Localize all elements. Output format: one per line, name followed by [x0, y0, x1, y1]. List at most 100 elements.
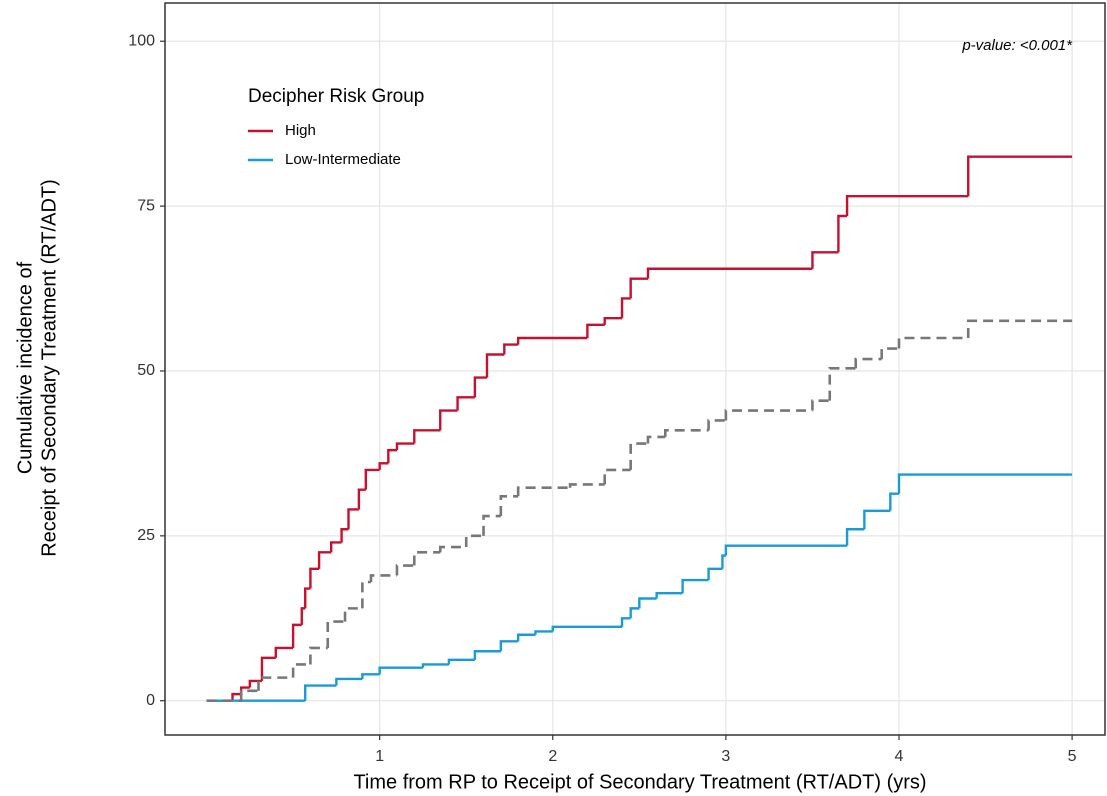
- step-segment: [568, 483, 605, 488]
- step-segment: [863, 509, 891, 530]
- x-axis-title: Time from RP to Receipt of Secondary Tre…: [353, 771, 926, 793]
- step-segment: [395, 442, 415, 451]
- step-segment: [439, 409, 458, 431]
- step-segment: [473, 376, 487, 398]
- step-segment: [347, 508, 359, 530]
- step-segment: [257, 676, 294, 691]
- step-segment: [586, 323, 605, 339]
- step-segment: [837, 214, 848, 253]
- step-segment: [357, 488, 366, 510]
- step-segment: [378, 666, 423, 675]
- step-segment: [551, 625, 623, 632]
- legend-label: High: [285, 122, 316, 139]
- step-segment: [412, 551, 441, 566]
- step-segment: [516, 336, 588, 345]
- step-segment: [707, 567, 723, 581]
- step-segment: [317, 551, 332, 569]
- step-segment: [629, 607, 640, 619]
- step-segment: [811, 399, 830, 411]
- x-tick-label: 2: [548, 748, 557, 765]
- step-segment: [655, 592, 683, 599]
- step-segment: [291, 623, 302, 648]
- step-segment: [629, 442, 648, 470]
- x-tick-label: 3: [721, 748, 730, 765]
- step-segment: [845, 528, 865, 546]
- step-segment: [274, 646, 294, 658]
- step-segment: [239, 689, 259, 701]
- step-segment: [464, 534, 484, 548]
- step-segment: [620, 617, 631, 627]
- step-segment: [482, 514, 501, 536]
- y-axis-title-line: Receipt of Secondary Treatment (RT/ADT): [38, 179, 60, 557]
- step-segment: [516, 486, 571, 497]
- step-segment: [603, 468, 631, 485]
- step-segment: [897, 336, 969, 349]
- step-segment: [828, 367, 856, 401]
- axes: 0 25 50 75 100 1 2 3 4 5: [128, 32, 1076, 765]
- plot-lines: [206, 155, 1073, 703]
- y-tick-label: 25: [137, 527, 155, 544]
- step-segment: [966, 319, 1073, 339]
- step-segment: [897, 473, 1073, 494]
- step-segment: [304, 684, 337, 701]
- step-segment: [231, 692, 242, 701]
- step-segment: [681, 578, 709, 594]
- step-segment: [326, 620, 346, 648]
- step-segment: [309, 567, 320, 589]
- step-segment: [485, 353, 505, 378]
- legend-title: Decipher Risk Group: [248, 86, 424, 107]
- step-segment: [724, 544, 848, 556]
- step-segment: [309, 646, 328, 665]
- legend: High Low-Intermediate: [248, 122, 401, 168]
- step-segment: [620, 297, 631, 319]
- step-segment: [845, 195, 969, 217]
- step-segment: [291, 663, 311, 678]
- step-segment: [646, 435, 666, 444]
- step-segment: [854, 357, 882, 369]
- x-tick-label: 1: [375, 748, 384, 765]
- step-segment: [378, 462, 389, 470]
- step-segment: [499, 494, 519, 517]
- legend-label: Low-Intermediate: [285, 151, 401, 168]
- p-value-annotation: p-value: <0.001*: [961, 37, 1073, 54]
- step-segment: [629, 277, 648, 299]
- step-segment: [329, 541, 342, 553]
- step-segment: [387, 448, 397, 464]
- step-segment: [638, 597, 657, 609]
- step-segment: [364, 468, 380, 490]
- step-segment: [343, 607, 363, 622]
- step-segment: [361, 580, 372, 609]
- step-segment: [503, 343, 519, 355]
- step-segment: [300, 607, 306, 625]
- step-segment: [811, 251, 839, 269]
- grid: [165, 3, 1105, 735]
- step-segment: [335, 677, 363, 686]
- step-segment: [260, 656, 276, 681]
- step-segment: [516, 633, 536, 642]
- y-tick-label: 75: [137, 197, 155, 214]
- step-segment: [707, 419, 726, 431]
- y-tick-label: 0: [146, 692, 155, 709]
- step-segment: [724, 409, 813, 421]
- step-segment: [534, 630, 553, 635]
- y-tick-label: 100: [128, 32, 155, 49]
- step-segment: [889, 492, 899, 511]
- step-segment: [304, 587, 311, 609]
- step-segment: [413, 429, 441, 444]
- step-segment: [663, 429, 709, 437]
- step-segment: [646, 267, 813, 279]
- step-segment: [340, 528, 349, 543]
- step-segment: [438, 545, 467, 553]
- step-segment: [499, 640, 519, 652]
- x-tick-label: 5: [1068, 748, 1077, 765]
- step-segment: [395, 564, 415, 576]
- step-segment: [603, 317, 623, 325]
- step-segment: [880, 347, 899, 360]
- step-segment: [369, 574, 397, 583]
- step-segment: [967, 155, 1073, 197]
- step-segment: [473, 650, 501, 660]
- step-segment: [421, 663, 449, 668]
- step-segment: [361, 673, 380, 679]
